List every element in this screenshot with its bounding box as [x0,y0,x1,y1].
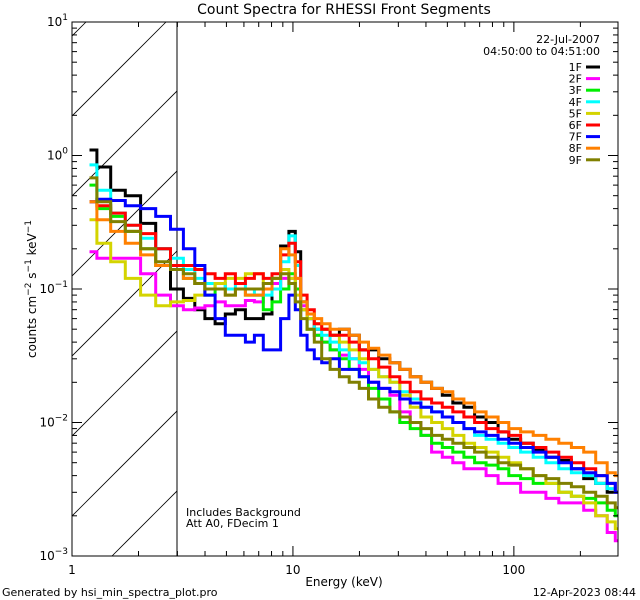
hatch-line [72,22,167,117]
hatch-line [0,22,6,556]
legend-label-5f: 5F [569,107,582,120]
x-tick-label: 1 [68,563,76,577]
x-axis-label: Energy (keV) [305,575,382,589]
series-1f [89,148,618,494]
footer-generated-by: Generated by hsi_min_spectra_plot.pro [2,586,218,599]
x-tick-label: 100 [502,563,525,577]
legend-label-1f: 1F [569,61,582,74]
annotation-attenuator: Att A0, FDecim 1 [186,517,279,530]
series-9f [89,176,618,510]
y-tick-label: 101 [47,13,68,29]
y-tick-label: 100 [47,147,68,163]
y-tick-label: 10−1 [39,280,68,296]
hatch-line [72,410,177,517]
y-tick-label: 10−2 [39,414,68,430]
legend-label-6f: 6F [569,119,582,132]
chart-title: Count Spectra for RHESSI Front Segments [197,2,491,18]
legend-label-4f: 4F [569,96,582,109]
legend-label-3f: 3F [569,84,582,97]
legend-label-9f: 9F [569,154,582,167]
y-tick-label: 10−3 [39,547,68,563]
series-4f [89,163,618,494]
legend-label-7f: 7F [569,131,582,144]
hatch-line [111,490,177,556]
legend-label-8f: 8F [569,142,582,155]
hatch-line [72,90,177,197]
x-tick-label: 10 [285,563,300,577]
y-axis-label: counts cm−2 s−1 keV−1 [24,220,39,358]
footer-timestamp: 12-Apr-2023 08:44 [533,586,636,599]
excluded-region-hatch [0,22,177,556]
series-2f [89,250,618,543]
hatch-line [72,250,177,357]
legend-label-2f: 2F [569,73,582,86]
legend-date: 22-Jul-2007 [536,33,600,46]
series-7f [89,197,618,494]
annotation-background: Includes Background [186,506,301,519]
series-6f [89,200,618,494]
legend-time-range: 04:50:00 to 04:51:00 [483,45,600,58]
